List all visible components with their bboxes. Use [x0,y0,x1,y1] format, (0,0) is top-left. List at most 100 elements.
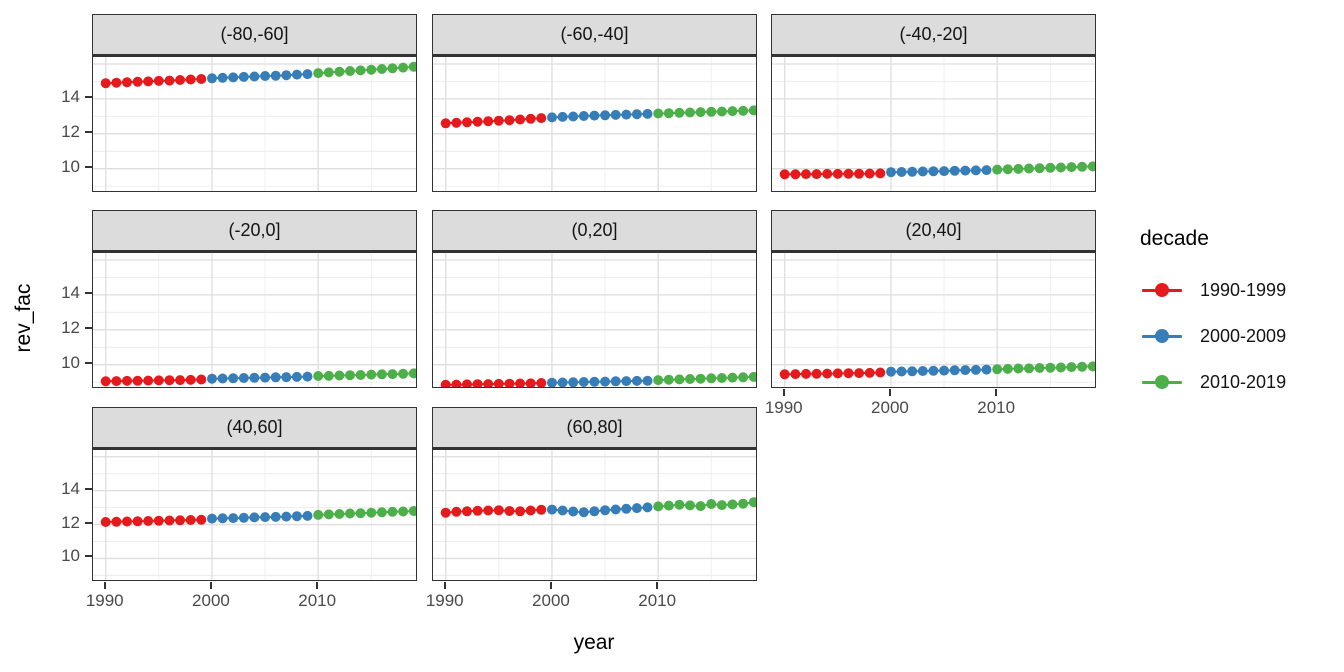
facet-panel [92,251,417,388]
y-tick-label: 12 [61,512,80,532]
data-point [536,378,547,387]
data-point [100,376,111,387]
data-point [790,169,801,180]
data-point [822,368,833,379]
data-point [589,506,600,517]
data-point [249,512,260,523]
data-point [642,502,653,513]
data-point [939,166,950,177]
data-point [1024,363,1034,374]
data-point [493,505,504,516]
data-point [970,364,981,375]
data-point [970,165,981,176]
data-point [610,109,621,120]
data-point [779,169,790,180]
data-point [398,506,409,517]
data-point [323,509,334,520]
data-point [557,377,568,387]
data-point [122,375,132,386]
data-point [281,372,292,383]
strip-label: (60,80] [566,417,623,437]
facet-strip: (-40,-20] [771,14,1096,55]
data-point [483,379,494,387]
data-point [334,509,345,519]
data-point [727,372,738,383]
data-point [323,370,334,381]
x-tick-label: 1990 [85,591,124,610]
data-point [345,370,355,381]
strip-label: (-40,-20] [899,24,968,44]
strip-label: (-60,-40] [560,24,629,44]
series-line-2000-2009 [890,169,987,174]
data-point [366,369,377,380]
x-tick-mark [209,582,212,589]
data-point [153,75,164,86]
plot-area [93,253,416,387]
data-point [917,166,928,177]
data-point [875,168,886,179]
data-point [525,113,536,124]
data-point [132,375,143,386]
series-line-2010-2019 [318,372,414,377]
series-line-2010-2019 [318,65,414,75]
data-point [674,499,685,510]
data-point [185,74,196,85]
data-point [249,372,260,383]
data-point [875,367,886,378]
data-point [387,369,398,380]
y-tick-label: 12 [61,317,80,337]
series-line-2010-2019 [318,510,414,516]
data-point [653,375,664,386]
series-line-1990-1999 [445,508,542,514]
legend-title: decade [1140,227,1209,250]
data-point [843,368,854,379]
plot-area [93,450,416,580]
data-point [185,515,196,525]
data-point [1002,363,1013,374]
facet-strip: (40,60] [92,407,417,448]
x-tick-label: 2000 [871,398,909,417]
series-line-1990-1999 [445,117,542,125]
data-point [217,513,228,524]
data-point [196,374,207,385]
point-icon [1155,283,1169,297]
data-point [843,168,854,179]
x-tick-label: 2000 [532,591,570,610]
legend-entry: 2000-2009 [1136,313,1342,359]
data-point [557,505,568,516]
series-line-2010-2019 [997,165,1093,171]
data-point [472,505,483,516]
data-point [1034,163,1045,174]
data-point [674,374,685,385]
data-point [685,374,695,384]
facet-(0,20]: (0,20] [432,210,757,388]
data-point [547,504,557,515]
data-point [462,379,472,387]
data-point [143,375,154,386]
legend-key-2000-2009 [1142,327,1182,345]
data-point [779,369,790,380]
data-point [610,376,621,387]
data-point [472,116,483,127]
plot-area [433,253,756,387]
data-point [207,513,217,524]
x-tick-mark [443,582,446,589]
y-tick-mark [85,555,92,558]
data-point [525,505,536,516]
plot-area [772,253,1095,387]
data-point [896,366,907,377]
data-point [738,498,749,509]
data-point [175,375,186,386]
data-point [589,376,600,387]
y-tick-mark [85,130,92,133]
data-point [260,512,271,523]
data-point [695,501,706,512]
data-point [748,497,756,508]
data-point [366,507,377,518]
data-point [1045,362,1056,373]
facet-(-60,-40]: (-60,-40] [432,14,757,192]
x-tick-mark [549,582,552,589]
facet-panel [92,55,417,192]
data-point [313,509,324,520]
data-point [355,370,366,380]
